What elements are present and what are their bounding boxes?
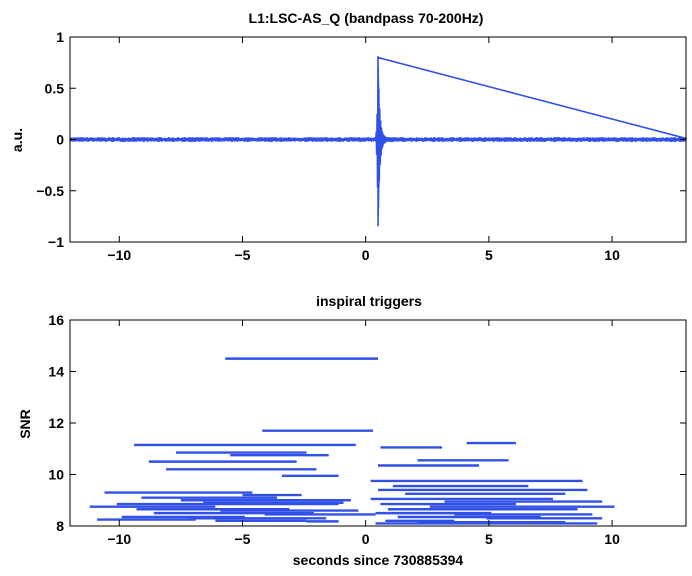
waveform-line — [69, 55, 687, 227]
x-tick-label: 10 — [604, 247, 620, 263]
y-tick-label: 1 — [56, 29, 64, 45]
y-tick-label: 12 — [48, 415, 64, 431]
y-tick-label: 10 — [48, 467, 64, 483]
x-tick-label: 5 — [485, 247, 493, 263]
triggers-axes-frame — [69, 319, 687, 527]
y-tick-label: 0.5 — [45, 80, 65, 96]
waveform-traces — [69, 55, 687, 227]
trigger-segments — [89, 357, 615, 525]
y-tick-label: 14 — [48, 364, 64, 380]
x-tick-label: −10 — [107, 247, 131, 263]
x-tick-label: 10 — [604, 531, 620, 547]
x-tick-label: 0 — [362, 247, 370, 263]
waveform-ylabel: a.u. — [9, 128, 25, 152]
y-tick-label: −1 — [48, 234, 64, 250]
waveform-title: L1:LSC-AS_Q (bandpass 70-200Hz) — [249, 10, 484, 26]
y-tick-label: −0.5 — [36, 183, 64, 199]
y-tick-label: 0 — [56, 132, 64, 148]
triggers-xlabel: seconds since 730885394 — [293, 552, 464, 568]
triggers-ylabel: SNR — [17, 409, 33, 439]
waveform-panel: L1:LSC-AS_Q (bandpass 70-200Hz) a.u. −10… — [9, 10, 687, 263]
waveform-ticks: −10 −5 0 5 10 −1 −0.5 0 0.5 1 — [36, 29, 686, 263]
y-tick-label: 16 — [48, 312, 64, 328]
x-tick-label: 0 — [362, 531, 370, 547]
x-tick-label: 5 — [485, 531, 493, 547]
x-tick-label: −5 — [234, 247, 250, 263]
triggers-title: inspiral triggers — [316, 293, 422, 309]
y-tick-label: 8 — [56, 518, 64, 534]
triggers-ticks: −10 −5 0 5 10 8 10 12 14 16 — [48, 312, 686, 547]
x-tick-label: −10 — [107, 531, 131, 547]
triggers-panel: inspiral triggers SNR seconds since 7308… — [17, 293, 687, 568]
x-tick-label: −5 — [234, 531, 250, 547]
